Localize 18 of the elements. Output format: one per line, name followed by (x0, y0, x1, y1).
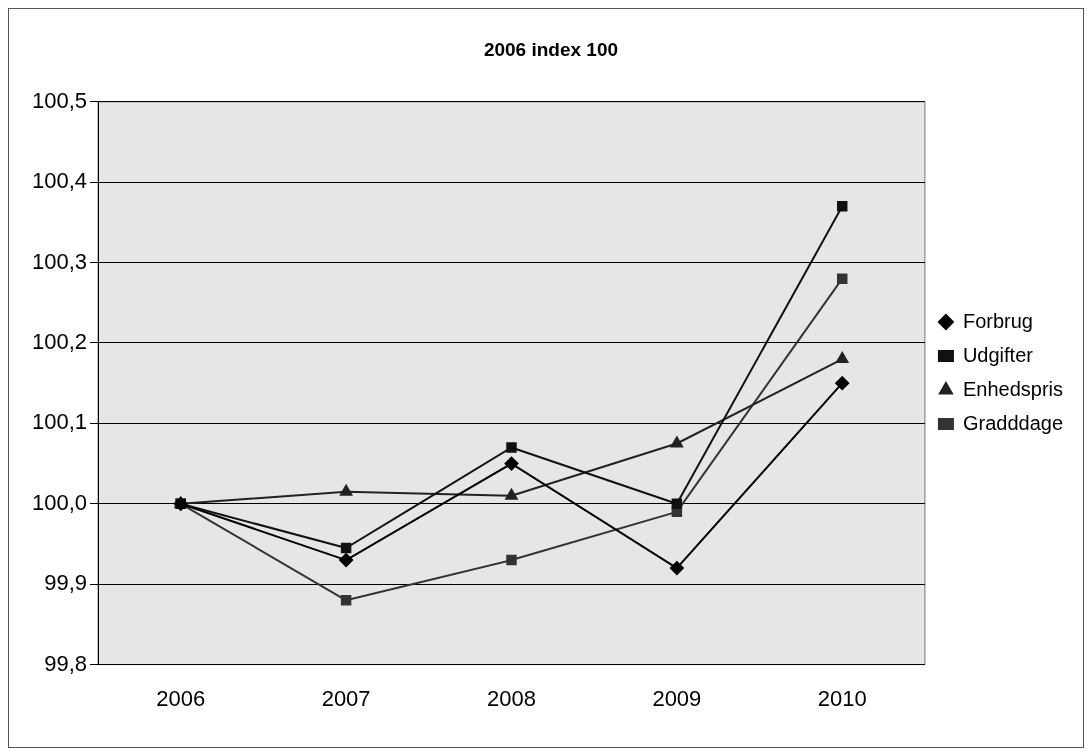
legend-label: Enhedspris (962, 377, 1063, 400)
x-tick-label: 2006 (156, 685, 206, 711)
legend-label: Udgifter (962, 343, 1034, 366)
x-tick-label: 2009 (652, 685, 702, 711)
y-tick-label: 99,8 (44, 650, 88, 676)
y-tick-label: 100,4 (31, 168, 88, 194)
y-tick-label: 100,1 (31, 409, 88, 435)
y-tick-label: 99,9 (44, 570, 88, 596)
chart-title: 2006 index 100 (483, 38, 619, 60)
y-tick-label: 100,5 (31, 87, 88, 113)
y-tick-label: 100,0 (31, 489, 88, 515)
x-tick-label: 2007 (321, 685, 371, 711)
y-tick-label: 100,3 (31, 248, 88, 274)
x-tick-label: 2010 (817, 685, 867, 711)
x-tick-label: 2008 (487, 685, 536, 711)
legend-label: Forbrug (962, 309, 1033, 332)
y-tick-label: 100,2 (31, 329, 88, 355)
legend-label: Gradddage (962, 411, 1063, 434)
